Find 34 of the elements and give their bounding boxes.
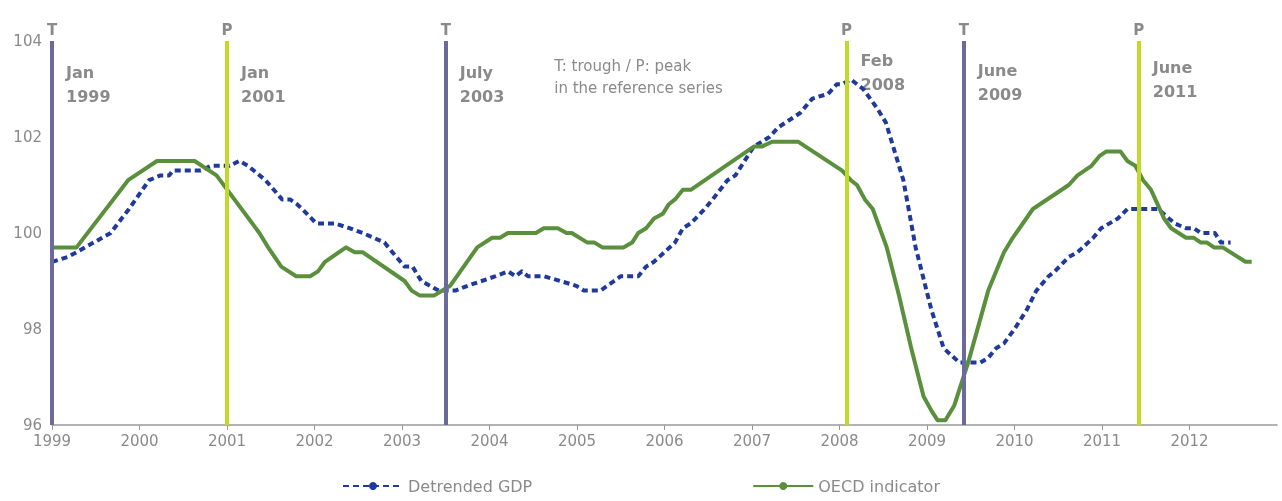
x-tick-label: 1999 (32, 431, 72, 450)
x-tick-label: 2007 (732, 431, 772, 450)
x-tick-label: 2012 (1170, 431, 1209, 450)
x-tick-label: 2008 (820, 431, 859, 450)
y-tick-label: 104 (13, 32, 42, 50)
ref-line-label: T (958, 20, 970, 39)
x-tick-label: 2000 (120, 431, 159, 450)
y-tick-label: 98 (22, 320, 42, 338)
x-tick-label: 2003 (382, 431, 422, 450)
x-tick-label: 2004 (470, 431, 509, 450)
ref-line-label: P (221, 20, 233, 39)
x-tick-label: 2006 (645, 431, 684, 450)
y-tick-label: 100 (13, 224, 42, 242)
x-tick-label: 2009 (907, 431, 947, 450)
x-tick-label: 2011 (1082, 431, 1122, 450)
x-tick-label: 2002 (295, 431, 334, 450)
ref-line-label: T (46, 20, 58, 39)
annotation: Feb 2008 (860, 51, 906, 95)
annotation: June 2011 (1151, 58, 1198, 102)
annotation: Jan 2001 (240, 63, 286, 107)
x-tick-label: 2005 (557, 431, 597, 450)
y-tick-label: 96 (22, 416, 42, 434)
y-tick-label: 102 (13, 128, 42, 146)
legend-label: Detrended GDP (408, 476, 533, 496)
annotation: Jan 1999 (65, 63, 111, 107)
ref-line-label: P (1133, 20, 1145, 39)
annotation: June 2009 (976, 60, 1023, 104)
legend-label: OECD indicator (818, 476, 941, 496)
x-tick-label: 2010 (995, 431, 1034, 450)
ref-line-label: P (841, 20, 852, 39)
ref-line-label: T (440, 20, 452, 39)
x-tick-label: 2001 (207, 431, 247, 450)
annotation: T: trough / P: peak in the reference series (553, 57, 724, 97)
annotation: July 2003 (458, 63, 505, 107)
